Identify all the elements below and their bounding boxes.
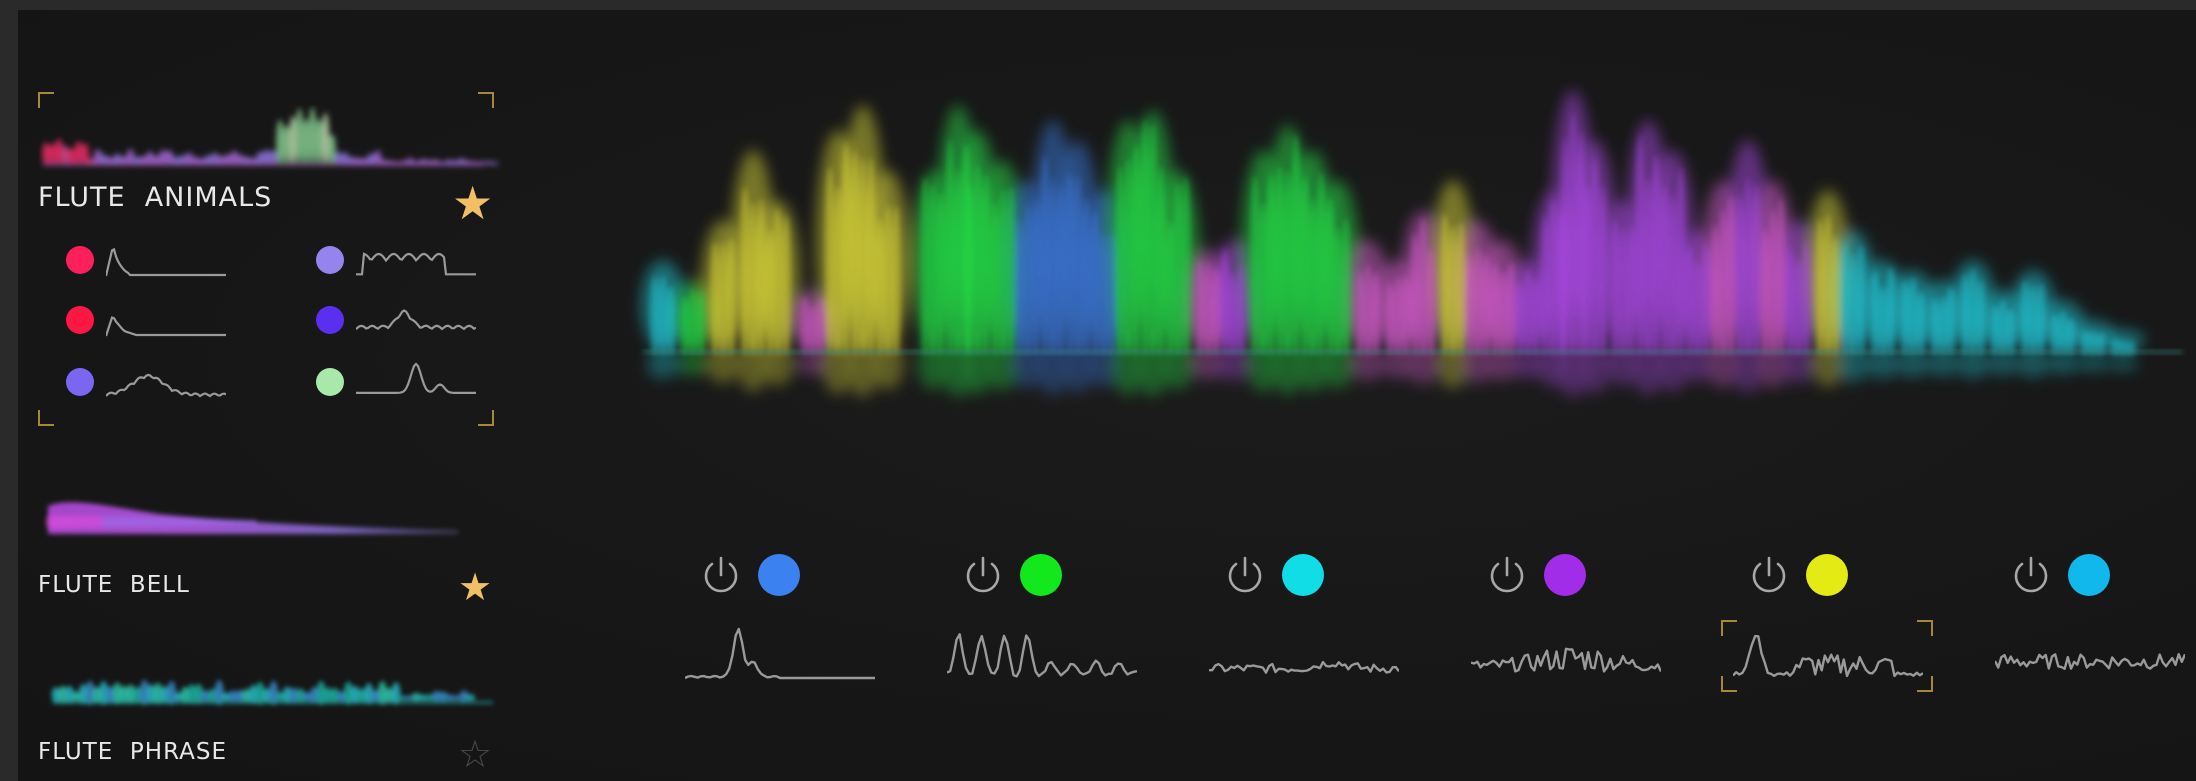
channel-strip (18, 10, 2196, 781)
power-icon[interactable] (1747, 553, 1791, 597)
preset-waveform-thumbnail (51, 679, 493, 706)
channel-selection-corner (1721, 676, 1737, 692)
channel-envelope[interactable] (1471, 625, 1661, 681)
channel-color-button[interactable] (758, 554, 800, 596)
preset-library: FLUTE ANIMALS ★ FLUTE BELL ★ (18, 10, 578, 781)
preset-waveform-thumbnail (42, 107, 499, 166)
layer-envelope (356, 362, 476, 394)
channel-selection-corner (1917, 620, 1933, 636)
channel-envelope[interactable] (947, 625, 1137, 681)
power-icon[interactable] (2009, 553, 2053, 597)
star-filled-icon[interactable]: ★ (458, 565, 493, 609)
channel-envelope[interactable] (1733, 625, 1923, 681)
layer-color-dot[interactable] (316, 246, 344, 274)
preset-name: FLUTE PHRASE (38, 739, 228, 765)
selection-corner-bottom-right (478, 410, 494, 426)
layer-envelope (356, 252, 476, 276)
power-icon[interactable] (1485, 553, 1529, 597)
preset-name: FLUTE BELL (38, 572, 190, 598)
layer-color-dot[interactable] (66, 306, 94, 334)
layer-color-dot[interactable] (316, 368, 344, 396)
channel-selection-corner (1721, 620, 1737, 636)
selection-corner-top-right (478, 92, 494, 108)
star-outline-icon[interactable]: ☆ (458, 732, 493, 776)
preset-waveform-thumbnail (46, 502, 458, 534)
preset-name: FLUTE ANIMALS (38, 182, 273, 213)
channel-envelope[interactable] (685, 625, 875, 681)
layer-envelope (106, 316, 226, 337)
spectral-visualizer (641, 90, 2183, 398)
instrument-panel: FLUTE ANIMALS ★ FLUTE BELL ★ (18, 10, 2196, 781)
selection-corner-top-left (38, 92, 54, 108)
preset-card-flute-bell[interactable]: FLUTE BELL ★ (18, 480, 578, 620)
power-icon[interactable] (699, 553, 743, 597)
channel-color-button[interactable] (1020, 554, 1062, 596)
channel-envelope[interactable] (1995, 625, 2185, 681)
layer-envelope (356, 309, 476, 331)
layer-envelope (106, 373, 226, 398)
layer-envelope (106, 247, 226, 277)
channel-selection-corner (1917, 676, 1933, 692)
channel-color-button[interactable] (2068, 554, 2110, 596)
star-filled-icon[interactable]: ★ (452, 176, 494, 230)
layer-color-dot[interactable] (316, 306, 344, 334)
preset-card-flute-animals[interactable]: FLUTE ANIMALS ★ (18, 10, 578, 430)
channel-envelope[interactable] (1209, 625, 1399, 681)
channel-color-button[interactable] (1282, 554, 1324, 596)
channel-color-button[interactable] (1544, 554, 1586, 596)
preset-card-flute-phrase[interactable]: FLUTE PHRASE ☆ (18, 665, 578, 781)
layer-color-dot[interactable] (66, 246, 94, 274)
power-icon[interactable] (1223, 553, 1267, 597)
selection-corner-bottom-left (38, 410, 54, 426)
channel-color-button[interactable] (1806, 554, 1848, 596)
layer-color-dot[interactable] (66, 368, 94, 396)
visualizer-baseline (643, 350, 2183, 354)
power-icon[interactable] (961, 553, 1005, 597)
